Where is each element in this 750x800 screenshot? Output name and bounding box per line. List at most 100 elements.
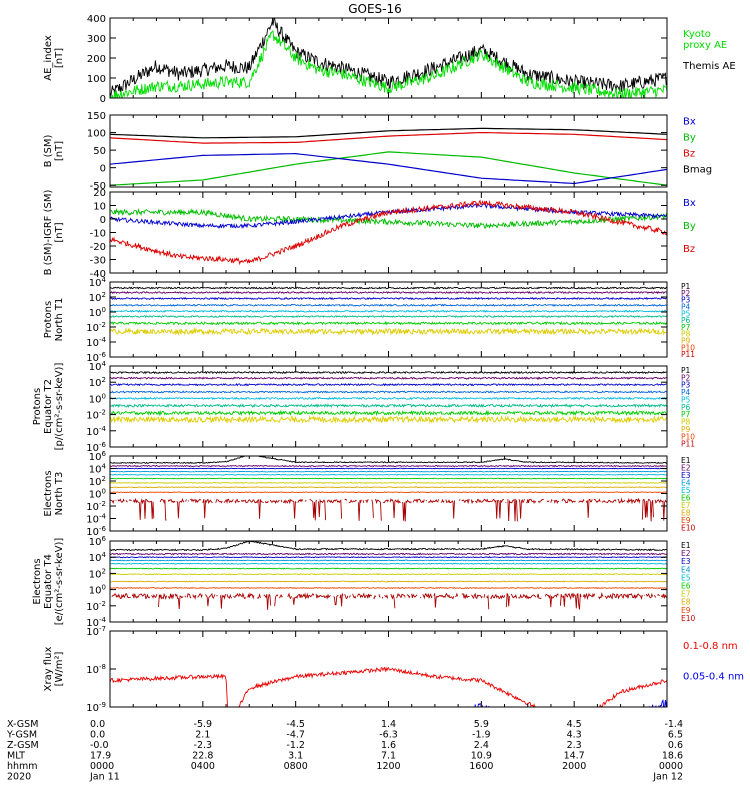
- series-line-bz: [110, 132, 667, 144]
- x-tick-label: 1600: [469, 761, 493, 772]
- legend-entry: P5: [681, 395, 691, 404]
- legend-entry: Bz: [683, 149, 695, 160]
- legend-entry: P5: [681, 309, 691, 318]
- legend-entry: P4: [681, 388, 691, 397]
- y-tick-label: 10-2: [86, 600, 106, 613]
- legend-entry: P6: [681, 403, 691, 412]
- y-tick-label: 100: [87, 129, 106, 140]
- legend-entry: P8: [681, 418, 691, 427]
- y-axis-label: North T3: [54, 472, 65, 516]
- x-tick-label: -2.3: [194, 740, 213, 751]
- series-line-by: [110, 207, 667, 229]
- legend-entry: Bz: [683, 244, 695, 255]
- panel-xray: 10-7 10-8 10-9 Xray flux [W/m²] 0.1-0.8 nm 0.0…: [43, 625, 744, 714]
- legend-entry: 0.05-0.4 nm: [683, 672, 744, 683]
- legend-entry: E7: [681, 501, 691, 510]
- series-group: [110, 18, 667, 98]
- panel-p1: 104 102 100 10-2 10-4 10-6 Protons North T1 P1P2…: [43, 276, 695, 364]
- legend-entry: Bx: [683, 117, 696, 128]
- y-tick-label: 102: [89, 376, 106, 389]
- y-tick-label: 106: [89, 450, 107, 463]
- y-axis-label: B (SM): [43, 134, 54, 167]
- y-axis-label: Protons: [43, 301, 54, 338]
- x-tick-label: 0.0: [90, 719, 105, 730]
- x-tick-label: 0400: [191, 761, 215, 772]
- legend-entry: E9: [681, 516, 691, 525]
- series-line-s3: [110, 470, 667, 473]
- series-line-s9: [111, 591, 667, 610]
- x-tick-label: 2000: [562, 761, 586, 772]
- legend-entry: E8: [681, 598, 691, 607]
- legend-entry: P10: [681, 432, 695, 441]
- y-tick-label: 104: [89, 463, 107, 476]
- y-tick-label: 10-4: [86, 513, 106, 526]
- y-tick-label: 100: [89, 584, 106, 597]
- panel-bigrf: -40 -30 -20 -10 0 10 20 B (SM)-IGRF (SM) [nT] Bx B…: [43, 188, 696, 280]
- series-line-s7: [110, 327, 667, 336]
- series-line-s1: [110, 464, 667, 468]
- legend-entry: P10: [681, 343, 695, 352]
- x-tick-label: -4.5: [286, 719, 305, 730]
- series-line-s2: [110, 382, 667, 387]
- x-tick-label: 0800: [284, 761, 308, 772]
- y-axis-label: North T1: [54, 298, 65, 342]
- series-line-s1: [110, 552, 667, 556]
- series-line-s8: [110, 491, 667, 494]
- series-line-s4: [110, 473, 667, 476]
- y-axis-label: Equator T2: [43, 379, 54, 434]
- series-group: [110, 199, 667, 266]
- x-tick-label: -1.9: [472, 730, 491, 741]
- legend-entry: E2: [681, 464, 691, 473]
- x-tick-label: -0.0: [90, 740, 109, 751]
- x-row-label: 2020: [7, 772, 31, 783]
- series-group: [110, 370, 667, 424]
- y-axis-label: [W/m²]: [54, 651, 65, 686]
- legend-entry: E7: [681, 590, 691, 599]
- y-tick-label: 10-8: [86, 663, 106, 676]
- y-tick-label: 10-7: [86, 625, 106, 638]
- y-tick-label: 10-4: [86, 336, 106, 349]
- y-tick-label: 100: [89, 306, 106, 319]
- series-line-s5: [110, 567, 667, 570]
- series-line-s7: [110, 486, 667, 489]
- x-tick-label: 1200: [376, 761, 400, 772]
- panel-bsm: -50 0 50 100 150 B (SM) [nT] Bx By Bz Bmag: [43, 111, 712, 192]
- legend-entry: E9: [681, 606, 691, 615]
- legend-entry: By: [683, 221, 696, 232]
- legend-entry: P1: [681, 282, 691, 291]
- plot-frame: [109, 455, 668, 532]
- y-tick-label: 10-6: [86, 525, 106, 538]
- legend-entry: Bx: [683, 198, 696, 209]
- series-line-kyoto: [110, 30, 667, 98]
- x-row-label: MLT: [7, 751, 25, 762]
- y-axis-label: B (SM)-IGRF (SM): [43, 190, 54, 276]
- y-tick-label: 100: [87, 74, 106, 85]
- legend-entry: P2: [681, 289, 691, 298]
- x-tick-label: 2.3: [567, 740, 582, 751]
- y-tick-label: -20: [90, 242, 106, 253]
- y-axis-label: [e/(cm²-s-sr-keV)]: [54, 538, 65, 626]
- series-line-s6: [110, 320, 667, 326]
- y-tick-label: -40: [90, 269, 106, 280]
- legend-entry: P9: [681, 425, 691, 434]
- series-line-s6: [110, 482, 667, 484]
- x-tick-label: 18.6: [662, 751, 683, 762]
- series-line-s0: [110, 370, 667, 375]
- y-tick-label: 300: [87, 34, 106, 45]
- x-tick-label: -5.9: [194, 719, 213, 730]
- y-tick-label: 20: [93, 188, 106, 199]
- series-line-s4: [110, 309, 667, 313]
- series-line-s4: [110, 396, 667, 401]
- legend-entry: P2: [681, 373, 691, 382]
- x-tick-label: 2.1: [195, 730, 210, 741]
- x-tick-label: 0000: [659, 761, 683, 772]
- plot-frame: [109, 114, 668, 188]
- x-tick-label: 7.1: [381, 751, 396, 762]
- y-tick-label: 200: [87, 54, 106, 65]
- series-line-bx: [110, 152, 667, 185]
- y-tick-label: 106: [89, 535, 107, 548]
- y-tick-label: 104: [89, 360, 107, 373]
- x-row-label: hhmm: [7, 761, 38, 772]
- x-tick-label: 5.9: [474, 719, 489, 730]
